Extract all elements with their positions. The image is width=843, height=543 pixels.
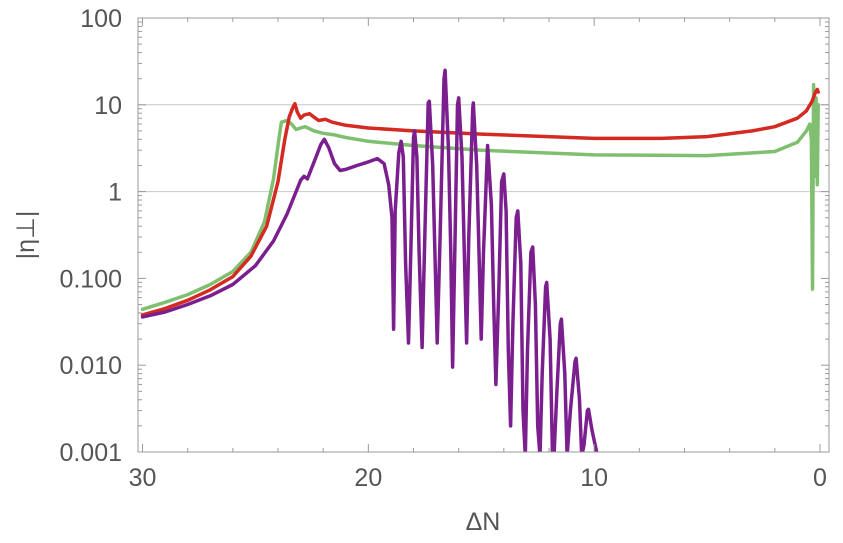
plot-frame xyxy=(137,17,830,453)
series-line-2 xyxy=(140,68,599,452)
series-line-0 xyxy=(140,83,820,312)
y-tick-label: 1 xyxy=(108,179,122,207)
y-tick-label: 10 xyxy=(94,92,122,120)
y-axis-title: |η⊥| xyxy=(12,211,40,260)
x-tick-label: 30 xyxy=(129,464,157,492)
x-axis-title: ΔN xyxy=(466,508,501,536)
x-tick-label: 0 xyxy=(813,464,827,492)
y-tick-label: 0.001 xyxy=(59,439,122,467)
x-tick-label: 20 xyxy=(354,464,382,492)
data-series xyxy=(140,68,820,452)
y-tick-label: 0.010 xyxy=(59,352,122,380)
series-line-1 xyxy=(140,87,820,317)
gridlines xyxy=(138,104,829,193)
y-tick-label: 0.100 xyxy=(59,265,122,293)
y-tick-label: 100 xyxy=(80,5,122,33)
x-tick-label: 10 xyxy=(580,464,608,492)
